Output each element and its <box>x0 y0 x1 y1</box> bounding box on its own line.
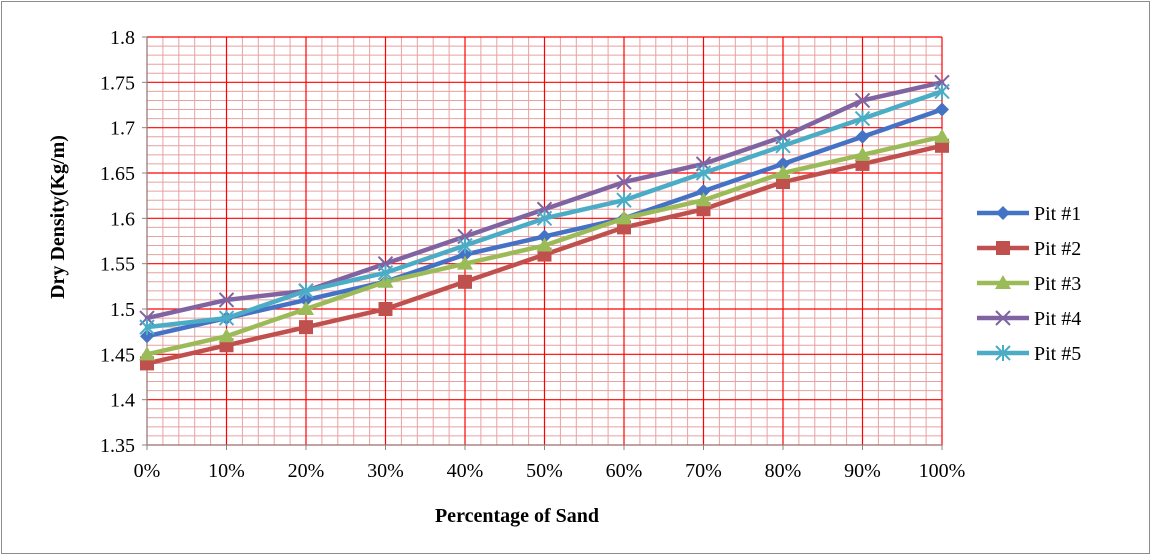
y-tick-label: 1.45 <box>100 344 135 366</box>
legend-item: Pit #2 <box>977 238 1081 260</box>
marker-stroke <box>854 92 871 109</box>
legend-label: Pit #1 <box>1034 203 1081 225</box>
data-point <box>854 92 871 109</box>
legend-item: Pit #4 <box>977 308 1081 330</box>
data-point <box>457 255 473 270</box>
legend: Pit #1 Pit #2 Pit #3 Pit #4 Pit #5 <box>977 203 1081 365</box>
data-point <box>536 237 553 252</box>
data-point <box>855 129 870 144</box>
y-tick-label: 1.65 <box>100 163 135 185</box>
data-point <box>854 110 871 127</box>
data-point <box>616 174 632 190</box>
data-point <box>218 310 235 327</box>
legend-label: Pit #4 <box>1034 308 1081 330</box>
grid <box>146 36 943 446</box>
legend-item: Pit #3 <box>977 273 1081 295</box>
marker-stroke <box>995 310 1011 326</box>
data-point <box>298 282 314 299</box>
marker-stroke <box>218 292 235 308</box>
data-point <box>298 301 314 315</box>
y-tick-label: 1.75 <box>100 72 135 94</box>
data-point <box>458 247 472 262</box>
data-point <box>299 320 313 335</box>
tick-labels: 1.35 1.4 1.45 1.5 1.55 1.6 1.65 1.7 1.75 1.8 0% 10%… <box>100 27 965 482</box>
legend-marker <box>995 275 1011 289</box>
x-tick-label: 20% <box>288 460 325 482</box>
x-tick-label: 40% <box>447 460 484 482</box>
x-tick-label: 50% <box>526 460 563 482</box>
x-tick-label: 30% <box>367 460 404 482</box>
marker-stroke <box>616 174 632 190</box>
data-point <box>378 302 393 316</box>
x-tick-label: 0% <box>134 460 161 482</box>
legend-marker <box>996 241 1010 255</box>
x-tick-label: 90% <box>844 460 881 482</box>
series-5 <box>139 83 950 336</box>
x-tick-label: 70% <box>685 460 722 482</box>
data-point <box>139 346 155 361</box>
legend-label: Pit #5 <box>1034 343 1081 365</box>
y-tick-label: 1.8 <box>110 27 135 49</box>
data-point <box>934 128 950 143</box>
data-point <box>218 292 235 308</box>
series-group <box>139 74 950 371</box>
data-point <box>537 229 552 244</box>
data-point <box>776 156 790 171</box>
data-point <box>377 273 394 288</box>
data-point <box>695 165 712 181</box>
legend-marker <box>995 345 1011 361</box>
data-point <box>140 329 154 344</box>
legend-label: Pit #3 <box>1034 273 1081 295</box>
data-point <box>616 192 632 209</box>
x-tick-label: 60% <box>606 460 643 482</box>
legend-item: Pit #1 <box>977 203 1081 225</box>
data-point <box>696 184 711 199</box>
data-point <box>854 146 871 161</box>
data-point <box>139 319 155 336</box>
y-tick-label: 1.7 <box>110 118 135 140</box>
data-point <box>458 274 472 289</box>
axes <box>142 36 943 450</box>
y-tick-label: 1.6 <box>110 208 135 230</box>
data-point <box>775 137 791 154</box>
data-point <box>377 264 394 281</box>
x-axis-title: Percentage of Sand <box>435 505 599 527</box>
y-tick-label: 1.4 <box>110 390 135 412</box>
data-point <box>536 210 553 227</box>
data-point <box>457 237 473 254</box>
y-tick-label: 1.5 <box>110 299 135 321</box>
data-point <box>218 328 235 343</box>
legend-item: Pit #5 <box>977 343 1081 365</box>
x-tick-label: 10% <box>208 460 245 482</box>
x-tick-label: 100% <box>919 460 966 482</box>
legend-label: Pit #2 <box>1034 238 1081 260</box>
data-point <box>616 210 632 225</box>
data-point <box>935 102 949 117</box>
series-3 <box>139 128 950 361</box>
data-point <box>299 292 313 307</box>
y-tick-label: 1.35 <box>100 435 135 457</box>
y-tick-label: 1.55 <box>100 254 135 276</box>
x-tick-label: 80% <box>765 460 802 482</box>
data-point <box>695 192 712 207</box>
legend-marker <box>995 310 1011 326</box>
legend-marker <box>996 206 1010 220</box>
data-point <box>934 83 950 100</box>
y-axis-title: Dry Density(Kg/m) <box>47 135 69 299</box>
data-point <box>775 165 791 179</box>
